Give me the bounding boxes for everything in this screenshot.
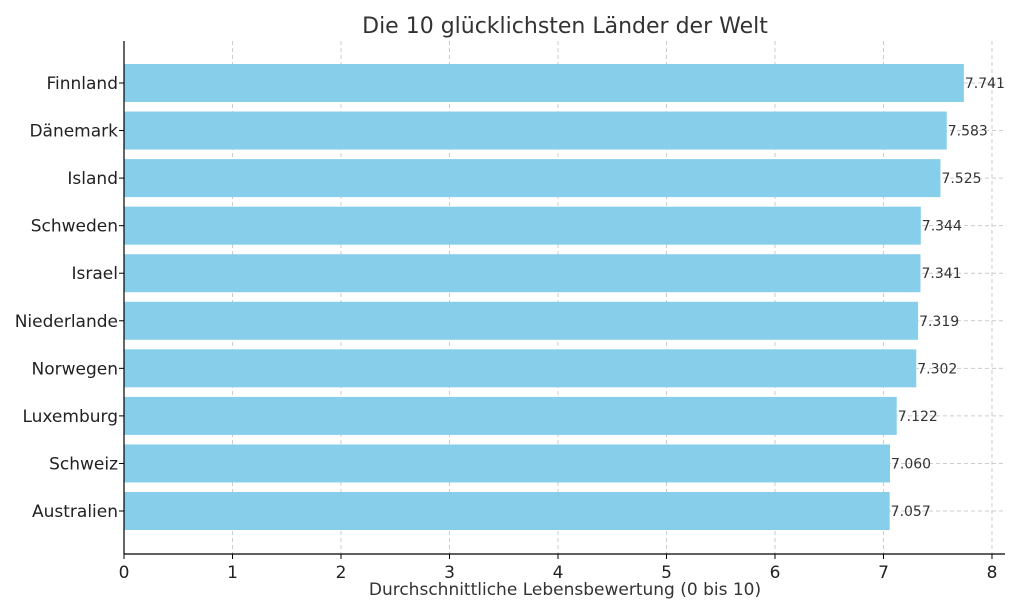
bar <box>124 111 947 150</box>
x-tick-label: 2 <box>336 563 347 583</box>
x-ticks-layer: 0 1 2 3 4 5 6 7 8 <box>119 554 998 583</box>
category-label: Finnland <box>46 74 118 94</box>
x-tick-label: 8 <box>987 563 998 583</box>
bar <box>124 396 897 435</box>
x-tick-label: 4 <box>553 563 564 583</box>
bar <box>124 159 941 198</box>
bar-value-label: 7.741 <box>965 76 1005 92</box>
x-tick-label: 5 <box>661 563 672 583</box>
x-tick-label: 7 <box>878 563 889 583</box>
category-label: Dänemark <box>29 122 118 142</box>
bars-layer <box>124 64 964 530</box>
category-label: Island <box>67 169 118 189</box>
category-label: Schweiz <box>49 454 118 474</box>
category-label: Israel <box>72 264 118 284</box>
x-tick-label: 3 <box>444 563 455 583</box>
x-tick-label: 6 <box>770 563 781 583</box>
bar-value-label: 7.302 <box>917 361 957 377</box>
bar <box>124 444 890 483</box>
bar <box>124 64 964 102</box>
bar-value-label: 7.341 <box>921 266 961 282</box>
bar <box>124 492 890 530</box>
bar-value-label: 7.060 <box>891 456 931 472</box>
category-label: Australien <box>32 502 118 522</box>
bar <box>124 349 917 388</box>
bar <box>124 254 921 293</box>
bar <box>124 206 921 245</box>
bar-value-label: 7.583 <box>948 124 988 140</box>
value-labels-layer: 7.741 7.583 7.525 7.344 7.341 7.319 7.302 7.122… <box>891 76 1005 520</box>
category-label: Luxemburg <box>22 407 118 427</box>
chart-title: Die 10 glücklichsten Länder der Welt <box>362 14 768 39</box>
category-label: Schweden <box>31 217 118 237</box>
x-tick-label: 0 <box>119 563 130 583</box>
bar-value-label: 7.344 <box>922 219 962 235</box>
axes-layer <box>123 41 1005 555</box>
bar-value-label: 7.319 <box>919 314 959 330</box>
x-axis-label: Durchschnittliche Lebensbewertung (0 bis… <box>369 580 761 600</box>
y-labels-layer: Finnland Dänemark Island Schweden Israel Nied… <box>15 74 124 522</box>
category-label: Norwegen <box>32 359 119 379</box>
bar-value-label: 7.057 <box>891 504 931 520</box>
category-label: Niederlande <box>15 312 118 332</box>
x-tick-label: 1 <box>227 563 238 583</box>
bar <box>124 301 919 340</box>
bar-value-label: 7.122 <box>898 409 938 425</box>
bar-value-label: 7.525 <box>941 171 981 187</box>
